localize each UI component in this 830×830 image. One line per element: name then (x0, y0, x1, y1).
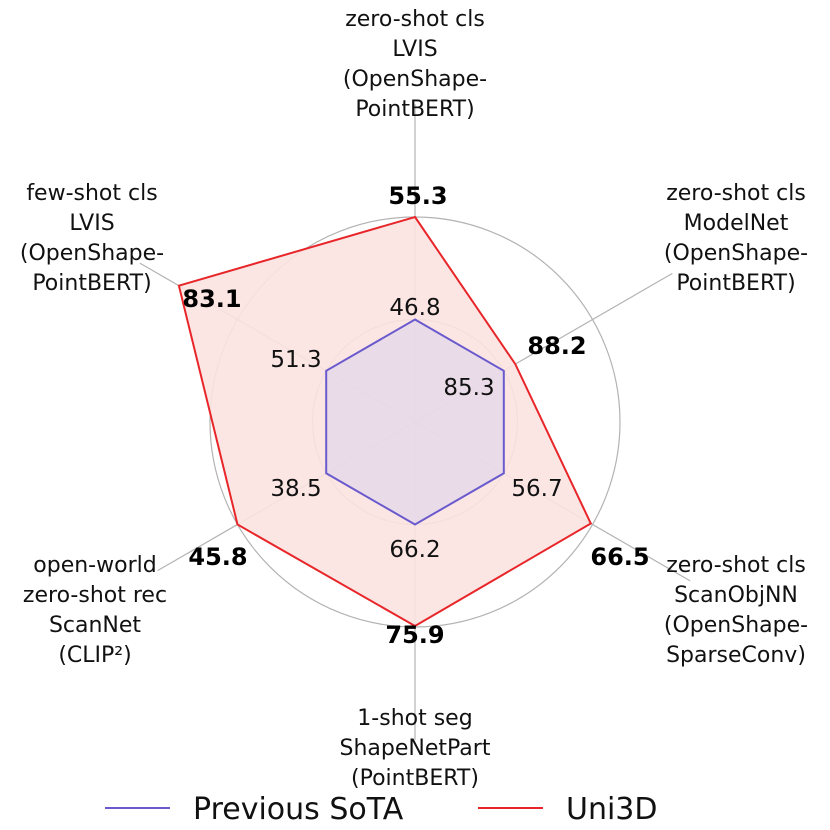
axis-label-line: open-world (33, 553, 156, 578)
axis-label-line: (OpenShape- (20, 241, 164, 266)
data-label-previous: 51.3 (270, 347, 321, 373)
data-label-uni3d: 55.3 (388, 182, 447, 210)
data-label-previous: 85.3 (443, 375, 494, 401)
axis-label-line: ScanNet (49, 613, 141, 638)
axis-label-line: ShapeNetPart (340, 736, 491, 761)
legend-label-previous: Previous SoTA (193, 792, 404, 827)
axis-label-line: 1-shot seg (357, 706, 472, 731)
axis-label-line: LVIS (392, 37, 437, 62)
data-label-uni3d: 75.9 (385, 621, 444, 649)
axis-label-line: (OpenShape- (664, 613, 808, 638)
axis-label-line: (CLIP²) (58, 643, 131, 668)
axis-label-line: ModelNet (684, 211, 789, 236)
axis-label-line: zero-shot cls (666, 181, 806, 206)
axis-label-line: ScanObjNN (674, 583, 798, 608)
data-label-uni3d: 45.8 (188, 543, 247, 571)
data-label-previous: 66.2 (389, 537, 440, 563)
data-label-previous: 46.8 (389, 295, 440, 321)
series-previous-sota-area (325, 318, 505, 526)
legend-label-uni3d: Uni3D (566, 792, 658, 827)
data-label-uni3d: 88.2 (527, 332, 586, 360)
axis-label-line: (OpenShape- (343, 67, 487, 92)
axis-label-line: PointBERT) (676, 271, 795, 296)
axis-label-line: (PointBERT) (351, 766, 479, 791)
data-label-uni3d: 83.1 (182, 285, 241, 313)
axis-label-line: (OpenShape- (664, 241, 808, 266)
axis-label-line: PointBERT) (355, 97, 474, 122)
radar-series (177, 215, 593, 628)
radar-labels: zero-shot cls LVIS (OpenShape- PointBERT) ze… (20, 7, 808, 791)
data-label-previous: 56.7 (511, 476, 562, 502)
data-label-previous: 38.5 (270, 476, 321, 502)
legend: Previous SoTA Uni3D (105, 792, 658, 827)
axis-label-line: zero-shot rec (23, 583, 167, 608)
data-label-uni3d: 66.5 (590, 543, 649, 571)
axis-label-line: zero-shot cls (666, 553, 806, 578)
axis-label-line: LVIS (69, 211, 114, 236)
axis-label-line: PointBERT) (32, 271, 151, 296)
axis-label-line: few-shot cls (26, 181, 157, 206)
axis-label-line: zero-shot cls (345, 7, 485, 32)
axis-label-line: SparseConv) (666, 643, 806, 668)
